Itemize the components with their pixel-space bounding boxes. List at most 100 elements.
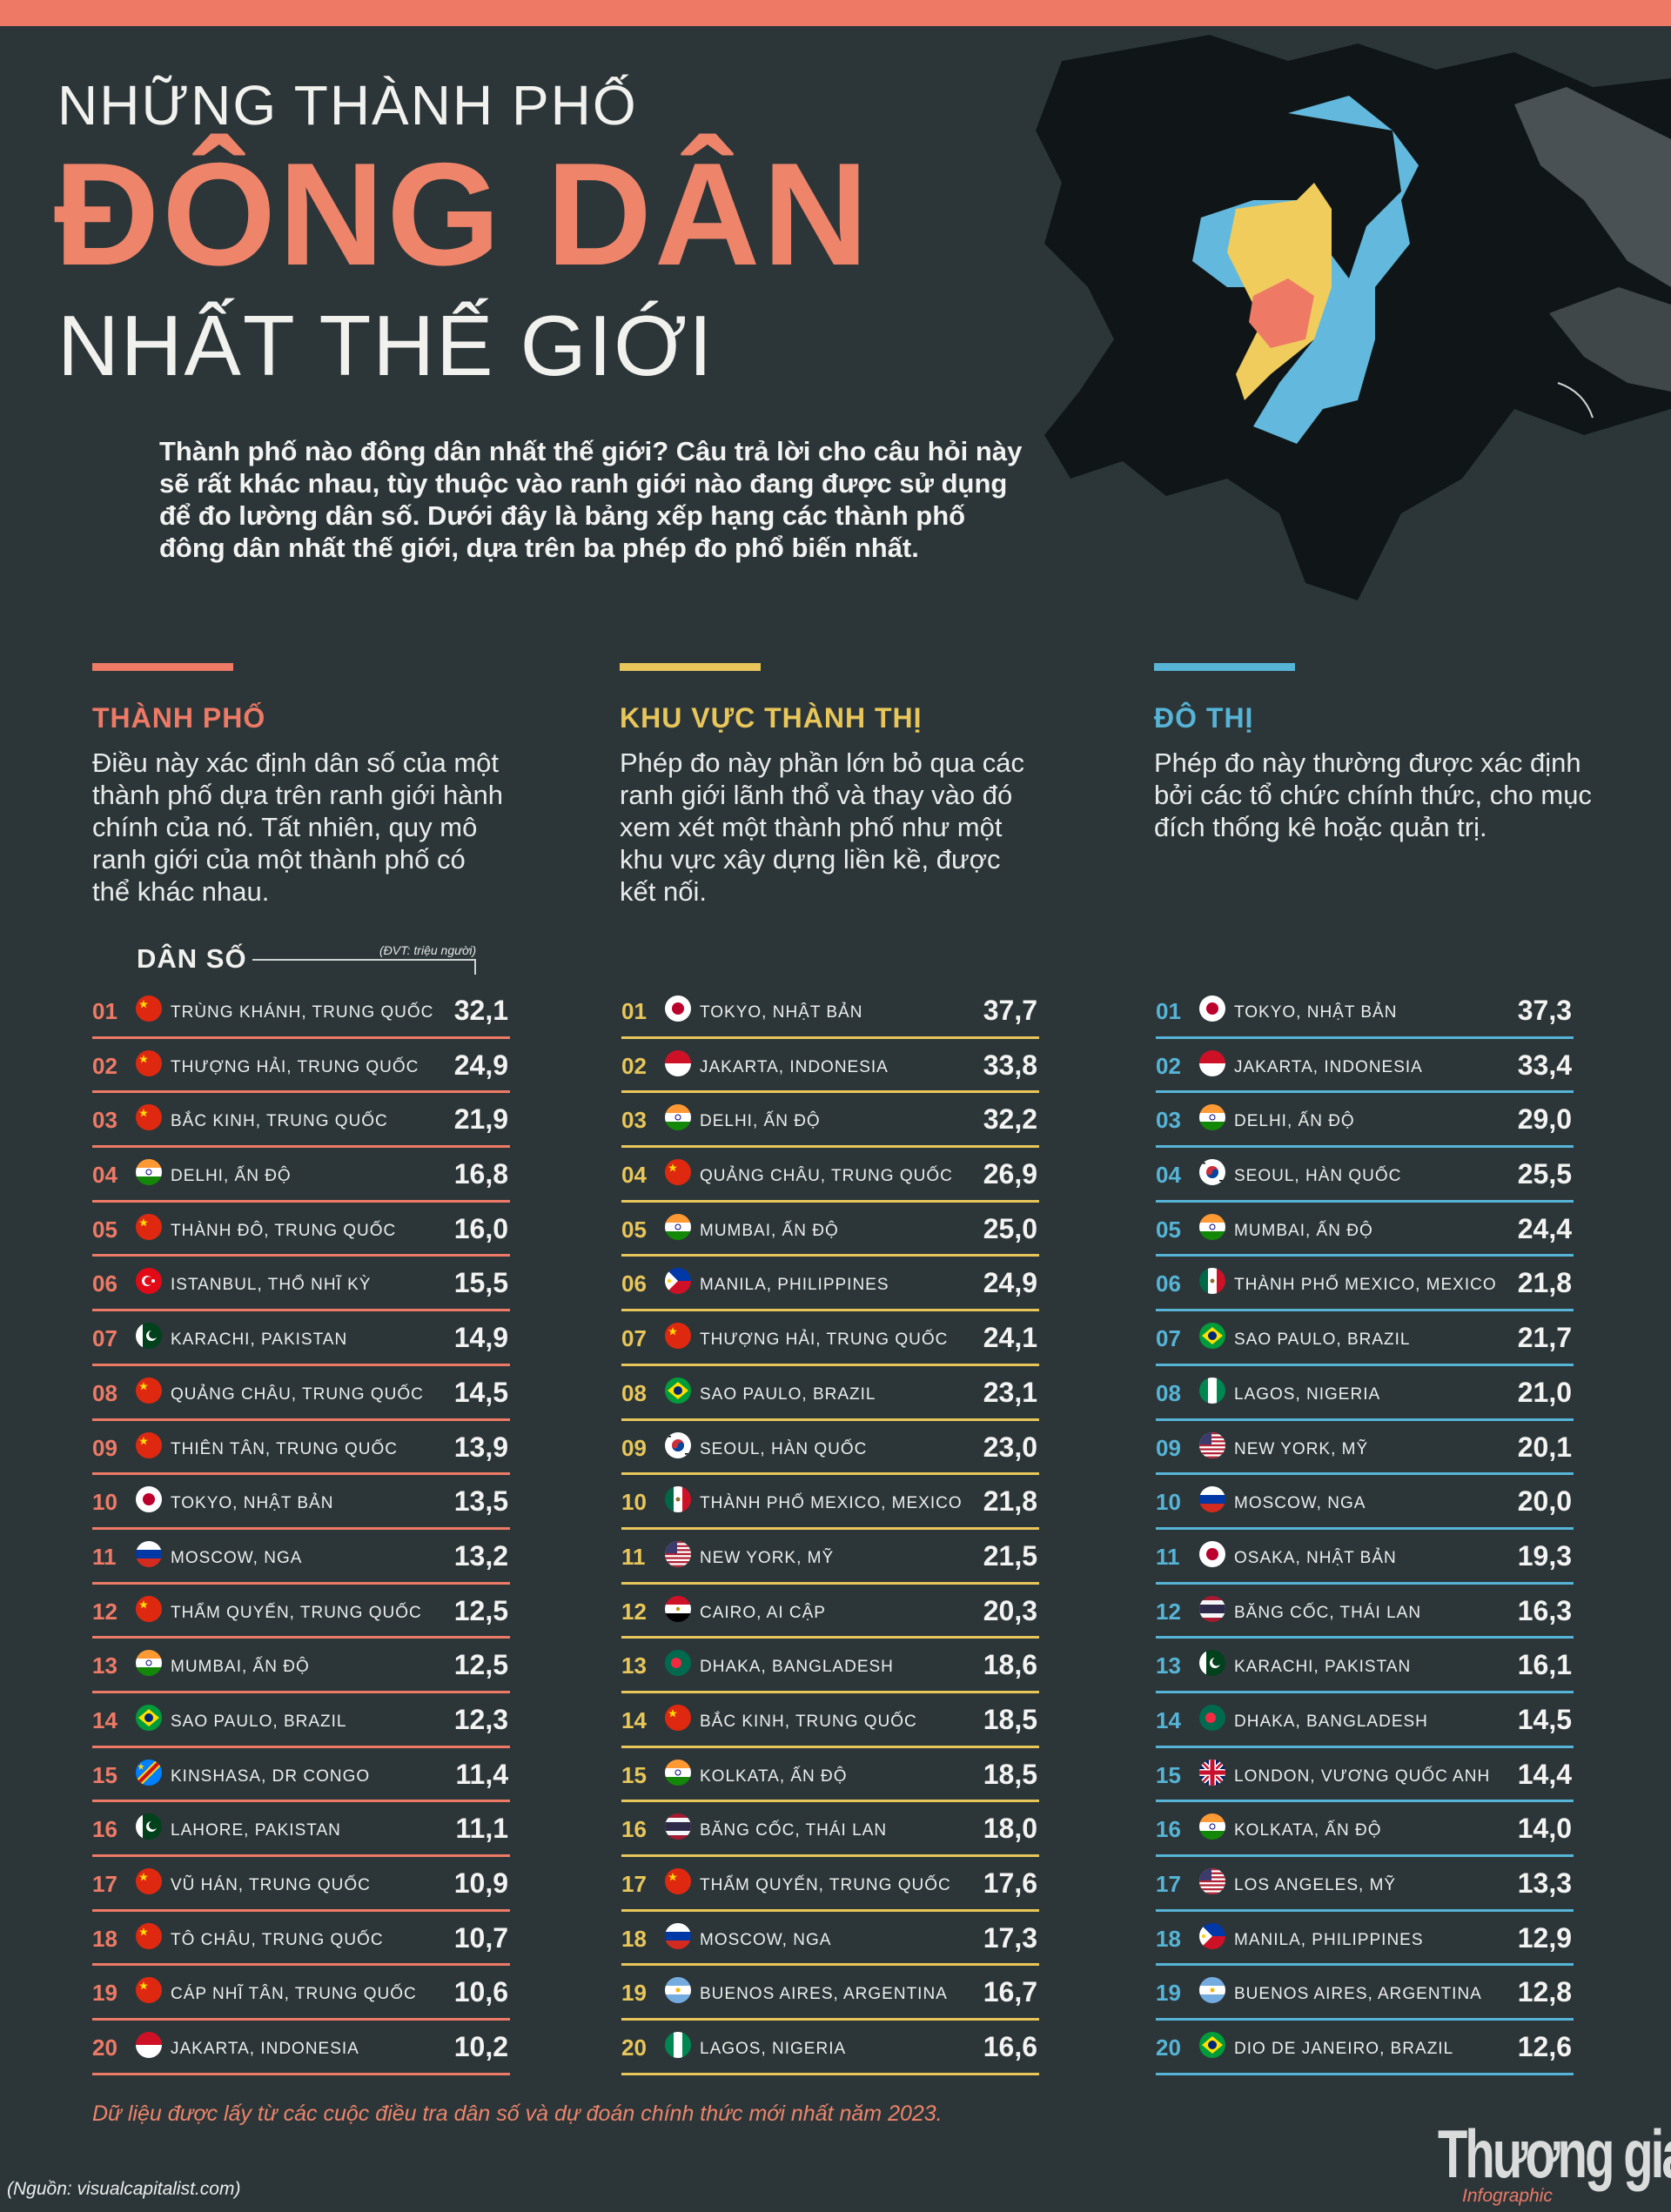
population-value: 12,3	[453, 1703, 508, 1735]
city-name: SAO PAULO, BRAZIL	[171, 1712, 347, 1731]
city-name: THÀNH ĐÔ, TRUNG QUỐC	[171, 1221, 397, 1240]
rank-number: 09	[1156, 1434, 1181, 1461]
table-row: 19 BUENOS AIRES, ARGENTINA 12,8	[1156, 1967, 1574, 2021]
table-row: 06 THÀNH PHỐ MEXICO, MEXICO 21,8	[1156, 1258, 1574, 1312]
rank-number: 02	[621, 1052, 647, 1079]
china-flag-icon	[136, 1049, 162, 1076]
china-flag-icon	[136, 995, 162, 1022]
indonesia-flag-icon	[136, 2032, 162, 2059]
population-value: 16,1	[1517, 1649, 1572, 1681]
rank-number: 04	[92, 1162, 117, 1189]
pakistan-flag-icon	[136, 1813, 162, 1840]
city-name: NEW YORK, MỸ	[700, 1548, 835, 1567]
population-value: 14,5	[453, 1376, 508, 1408]
table-row: 04 QUẢNG CHÂU, TRUNG QUỐC 26,9	[621, 1150, 1039, 1203]
table-row: 06 MANILA, PHILIPPINES 24,9	[621, 1258, 1039, 1312]
table-row: 09 NEW YORK, MỸ 20,1	[1156, 1423, 1574, 1476]
rank-number: 13	[1156, 1652, 1181, 1679]
population-value: 15,5	[453, 1267, 508, 1299]
column-accent-bar	[1154, 663, 1295, 671]
city-name: JAKARTA, INDONESIA	[1234, 1057, 1423, 1076]
table-row: 03 DELHI, ẤN ĐỘ 32,2	[621, 1095, 1039, 1149]
india-flag-icon	[665, 1759, 691, 1786]
table-row: 10 TOKYO, NHẬT BẢN 13,5	[92, 1477, 510, 1530]
column-description: Phép đo này phần lớn bỏ qua các ranh giớ…	[620, 747, 1025, 907]
city-name: OSAKA, NHẬT BẢN	[1234, 1548, 1397, 1567]
city-name: SEOUL, HÀN QUỐC	[700, 1439, 868, 1458]
rank-number: 05	[621, 1216, 647, 1243]
nigeria-flag-icon	[665, 2032, 691, 2059]
city-name: THÀNH PHỐ MEXICO, MEXICO	[1234, 1276, 1497, 1295]
uk-flag-icon	[1199, 1759, 1225, 1786]
city-name: SAO PAULO, BRAZIL	[700, 1384, 876, 1404]
rank-number: 15	[1156, 1761, 1181, 1788]
rank-number: 15	[621, 1761, 647, 1788]
rank-number: 14	[1156, 1706, 1181, 1733]
population-value: 24,4	[1517, 1212, 1572, 1244]
rank-number: 17	[621, 1871, 647, 1897]
population-value: 18,6	[983, 1649, 1037, 1681]
rank-number: 01	[92, 998, 117, 1024]
rank-number: 07	[1156, 1325, 1181, 1352]
table-row: 01 TOKYO, NHẬT BẢN 37,7	[621, 986, 1039, 1039]
rank-number: 17	[92, 1871, 117, 1897]
table-row: 20 DIO DE JANEIRO, BRAZIL 12,6	[1156, 2022, 1574, 2075]
city-name: VŨ HÁN, TRUNG QUỐC	[171, 1876, 371, 1894]
city-name: TOKYO, NHẬT BẢN	[1234, 1003, 1398, 1022]
table-row: 20 JAKARTA, INDONESIA 10,2	[92, 2022, 510, 2075]
brand-subtitle: Infographic	[1462, 2186, 1553, 2206]
rank-number: 17	[1156, 1871, 1181, 1897]
city-name: SEOUL, HÀN QUỐC	[1234, 1167, 1402, 1186]
rank-number: 10	[621, 1489, 647, 1516]
population-guide-tick	[474, 959, 476, 975]
argentina-flag-icon	[665, 1977, 691, 2004]
population-value: 16,6	[983, 2031, 1037, 2063]
table-row: 07 SAO PAULO, BRAZIL 21,7	[1156, 1313, 1574, 1366]
rank-number: 20	[1156, 2034, 1181, 2061]
rank-number: 09	[621, 1434, 647, 1461]
population-value: 24,9	[453, 1049, 508, 1081]
table-row: 09 THIÊN TÂN, TRUNG QUỐC 13,9	[92, 1423, 510, 1476]
population-value: 17,6	[983, 1867, 1037, 1899]
philippines-flag-icon	[1199, 1922, 1225, 1949]
china-flag-icon	[665, 1159, 691, 1186]
pakistan-flag-icon	[136, 1323, 162, 1350]
table-row: 18 MOSCOW, NGA 17,3	[621, 1914, 1039, 1967]
title-line-3: NHẤT THẾ GIỚI	[57, 298, 715, 393]
city-name: CAIRO, AI CẬP	[700, 1603, 826, 1622]
population-value: 37,3	[1517, 995, 1572, 1026]
rank-number: 10	[1156, 1489, 1181, 1516]
city-name: CÁP NHĨ TÂN, TRUNG QUỐC	[171, 1985, 417, 2004]
population-value: 20,0	[1517, 1485, 1572, 1518]
city-name: ISTANBUL, THỔ NHĨ KỲ	[171, 1276, 372, 1295]
philippines-flag-icon	[665, 1268, 691, 1295]
rank-number: 11	[621, 1543, 646, 1570]
rank-number: 07	[621, 1325, 647, 1352]
population-value: 12,5	[453, 1594, 508, 1626]
intro-text: Thành phố nào đông dân nhất thế giới? Câ…	[159, 436, 1023, 563]
brazil-flag-icon	[1199, 2032, 1225, 2059]
table-row: 12 BĂNG CỐC, THÁI LAN 16,3	[1156, 1586, 1574, 1639]
source-note: (Nguồn: visualcapitalist.com)	[7, 2179, 241, 2199]
table-row: 18 MANILA, PHILIPPINES 12,9	[1156, 1914, 1574, 1967]
population-value: 10,7	[453, 1921, 508, 1954]
city-name: DIO DE JANEIRO, BRAZIL	[1234, 2040, 1454, 2059]
table-row: 17 THẨM QUYẾN, TRUNG QUỐC 17,6	[621, 1859, 1039, 1912]
china-flag-icon	[136, 1104, 162, 1131]
brazil-flag-icon	[665, 1377, 691, 1404]
population-value: 14,0	[1517, 1813, 1572, 1845]
rank-number: 12	[621, 1598, 647, 1625]
population-value: 16,7	[983, 1976, 1037, 2008]
table-row: 13 KARACHI, PAKISTAN 16,1	[1156, 1640, 1574, 1693]
table-row: 10 THÀNH PHỐ MEXICO, MEXICO 21,8	[621, 1477, 1039, 1530]
column-city-header: THÀNH PHỐ Điều này xác định dân số của m…	[92, 663, 580, 908]
population-value: 37,7	[983, 995, 1037, 1026]
population-value: 13,5	[453, 1485, 508, 1518]
rank-number: 07	[92, 1325, 117, 1352]
population-value: 32,2	[983, 1103, 1037, 1136]
korea-flag-icon	[665, 1431, 691, 1458]
population-value: 12,8	[1517, 1976, 1572, 2008]
table-row: 09 SEOUL, HÀN QUỐC 23,0	[621, 1423, 1039, 1476]
rank-number: 02	[1156, 1052, 1181, 1079]
city-name: KINSHASA, DR CONGO	[171, 1766, 371, 1786]
